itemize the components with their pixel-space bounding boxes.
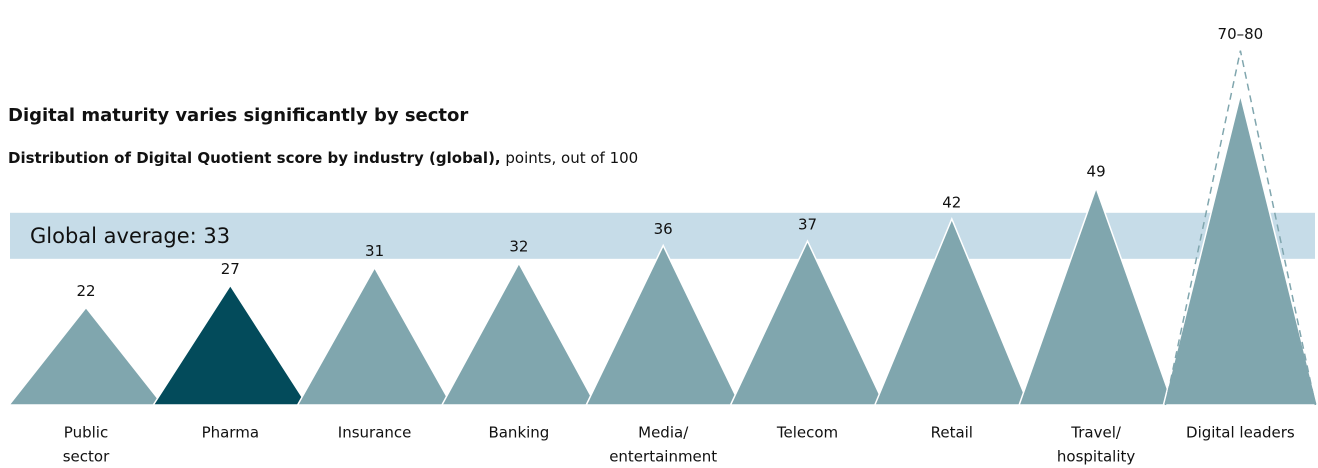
triangle (729, 239, 886, 406)
value-label: 22 (76, 282, 95, 300)
category-label: Telecom (776, 424, 838, 442)
value-label: 27 (221, 260, 240, 278)
triangle (296, 266, 453, 406)
category-label: Media/ (638, 424, 689, 442)
value-label: 42 (942, 193, 961, 211)
subtitle-rest: points, out of 100 (505, 149, 638, 167)
category-label: Pharma (202, 424, 259, 442)
category-label: hospitality (1057, 448, 1135, 466)
value-label: 36 (654, 220, 673, 238)
category-label: Digital leaders (1186, 424, 1295, 442)
triangle (585, 243, 742, 406)
category-label: entertainment (609, 448, 717, 466)
triangle (1018, 185, 1175, 406)
triangle (151, 284, 309, 406)
subtitle-bold: Distribution of Digital Quotient score b… (8, 149, 501, 167)
triangle (873, 216, 1030, 406)
value-label: 31 (365, 242, 384, 260)
category-label: sector (63, 448, 110, 466)
value-label: 49 (1087, 162, 1106, 180)
value-label: 70–80 (1218, 25, 1264, 43)
category-label: Public (64, 424, 108, 442)
value-label: 32 (509, 238, 528, 256)
average-label: Global average: 33 (30, 224, 230, 248)
triangle (1162, 94, 1318, 406)
chart-title: Digital maturity varies significantly by… (8, 105, 468, 126)
triangle (7, 306, 165, 406)
range-triangle (1164, 50, 1317, 406)
category-label: Retail (931, 424, 973, 442)
chart-subtitle: Distribution of Digital Quotient score b… (8, 149, 638, 167)
category-label: Banking (488, 424, 549, 442)
category-label: Travel/ (1070, 424, 1122, 442)
category-label: Insurance (338, 424, 412, 442)
triangle (440, 261, 598, 406)
value-label: 37 (798, 216, 817, 234)
